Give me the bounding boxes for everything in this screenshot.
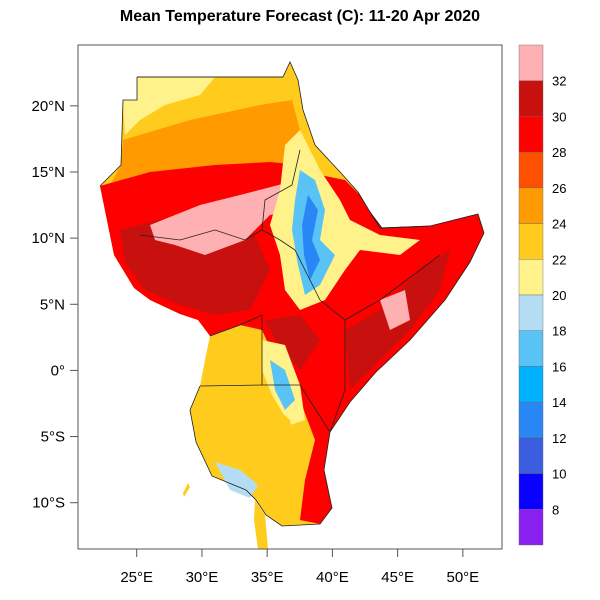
colorbar-label: 22 [552,252,566,267]
colorbar-label: 10 [552,467,566,482]
colorbar-label: 8 [552,502,559,517]
lat-tick-label: 20°N [31,98,65,115]
lat-tick-label: 10°S [32,495,65,512]
colorbar-bin [518,80,544,117]
lat-tick-label: 5°S [41,429,65,446]
north-desert-cool [123,77,215,135]
colorbar-label: 26 [552,181,566,196]
lake-patch [183,483,190,497]
lon-tick-label: 25°E [120,569,153,586]
colorbar-bin [518,223,544,260]
colorbar-bin [518,259,544,296]
colorbar-label: 12 [552,431,566,446]
colorbar-bin [518,473,544,510]
colorbar-bin [518,294,544,331]
colorbar-bin [518,366,544,403]
axis-ticks: 25°E 30°E 35°E 40°E 45°E 50°E 20°N 15°N 10°N 5°N 0… [31,98,479,586]
colorbar-bin [518,44,544,81]
map-frame [77,44,503,550]
temperature-field [100,62,484,549]
lon-tick-label: 50°E [447,569,480,586]
lat-tick-label: 10°N [31,230,65,247]
colorbar-label: 18 [552,324,566,339]
colorbar-label: 16 [552,359,566,374]
lon-tick-label: 40°E [316,569,349,586]
lat-tick-label: 5°N [40,296,65,313]
lat-tick-label: 0° [51,362,65,379]
colorbar-label: 30 [552,109,566,124]
colorbar-bin [518,187,544,224]
hottest-patch [150,182,410,330]
lon-tick-label: 30°E [186,569,219,586]
colorbar-label: 20 [552,288,566,303]
malawi-lake-area [254,500,268,549]
colorbar-label: 24 [552,217,566,232]
country-borders [99,61,485,527]
colorbar-bin [518,437,544,474]
colorbar-label: 32 [552,74,566,89]
colorbar-bin [518,151,544,189]
map-title: Mean Temperature Forecast (C): 11-20 Apr… [119,8,481,25]
colorbar-label: 28 [552,145,566,160]
highlands-coldest [302,195,320,280]
colorbar-bin [518,401,544,439]
dark-red-region [120,215,450,390]
tanzania-plateau [190,385,300,500]
southern-highlands-cool [215,462,258,498]
colorbar: 32 30 28 26 24 22 20 18 16 14 12 10 8 [518,44,566,546]
lon-tick-label: 35°E [251,569,284,586]
lon-tick-label: 45°E [381,569,414,586]
colorbar-bin [518,116,544,153]
colorbar-label: 14 [552,395,566,410]
lat-tick-label: 15°N [31,164,65,181]
colorbar-bin [518,509,544,546]
colorbar-bin [518,330,544,367]
